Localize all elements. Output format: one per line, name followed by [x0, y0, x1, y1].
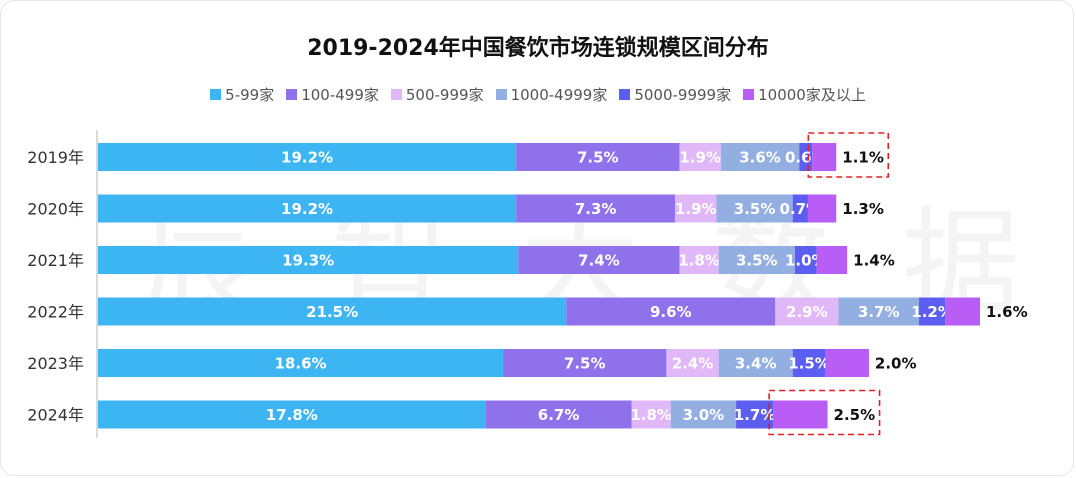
bar-segment: [485, 400, 632, 429]
bar-segment: [98, 143, 517, 171]
legend-swatch: [743, 89, 755, 100]
data-label: 2.4%: [672, 355, 714, 373]
bar-segment: [792, 194, 808, 223]
highlight-box: [807, 132, 890, 178]
data-label: 3.7%: [858, 303, 900, 321]
data-label: 3.5%: [734, 200, 776, 218]
bar-segment: [566, 297, 776, 326]
data-label: 1.1%: [842, 149, 884, 167]
data-label: 3.0%: [683, 406, 725, 424]
legend-label: 5-99家: [225, 86, 275, 104]
bar-segment: [98, 297, 567, 326]
data-label: 1.6%: [986, 303, 1028, 321]
category-label: 2021年: [27, 251, 84, 270]
data-label: 1.0%: [785, 252, 827, 270]
bar-segment: [516, 194, 676, 223]
data-label: 1.9%: [679, 149, 721, 167]
category-label: 2019年: [27, 148, 84, 167]
data-label: 2.9%: [786, 303, 828, 321]
legend-item: 5000-9999家: [619, 84, 731, 105]
legend-swatch: [210, 89, 222, 100]
bar-segment: [816, 246, 848, 274]
bar-segment: [666, 349, 719, 377]
bar-segment: [718, 349, 793, 377]
data-label: 1.4%: [853, 252, 895, 270]
legend-label: 1000-4999家: [510, 86, 608, 104]
data-label: 2.0%: [875, 355, 917, 373]
data-label: 3.4%: [735, 355, 777, 373]
data-label: 2.5%: [834, 406, 876, 424]
data-label: 9.6%: [650, 303, 692, 321]
legend-item: 10000家及以上: [743, 84, 866, 105]
category-label: 2023年: [27, 354, 84, 373]
bar-segment: [945, 297, 980, 326]
data-label: 1.5%: [788, 355, 830, 373]
bar-segment: [718, 246, 795, 274]
bar-segment: [503, 349, 667, 377]
data-label: 21.5%: [306, 303, 358, 321]
bar-segment: [98, 400, 486, 429]
bar-segment: [792, 349, 826, 377]
category-label: 2024年: [27, 406, 84, 425]
data-label: 7.3%: [575, 200, 617, 218]
bar-segment: [98, 349, 504, 377]
legend-item: 1000-4999家: [495, 84, 608, 105]
data-label: 6.7%: [538, 406, 580, 424]
legend-item: 500-999家: [390, 84, 484, 105]
data-label: 7.5%: [577, 149, 619, 167]
data-label: 1.9%: [675, 200, 717, 218]
bar-segment: [670, 400, 737, 429]
highlight-box: [768, 389, 881, 436]
data-label: 19.2%: [281, 149, 333, 167]
bar-segment: [812, 143, 837, 171]
bar-segment: [98, 194, 517, 223]
data-label: 1.8%: [678, 252, 720, 270]
legend-label: 5000-9999家: [634, 86, 732, 104]
legend-label: 10000家及以上: [758, 86, 866, 104]
legend-item: 5-99家: [210, 84, 274, 105]
bar-segment: [775, 297, 839, 326]
bar-segment: [919, 297, 946, 326]
legend-item: 100-499家: [286, 84, 379, 105]
bar-segment: [838, 297, 920, 326]
bar-segment: [516, 143, 680, 171]
bar-segment: [720, 143, 800, 171]
bar-segment: [679, 143, 721, 171]
data-label: 19.3%: [282, 252, 334, 270]
chart-title: 2019-2024年中国餐饮市场连锁规模区间分布: [307, 36, 769, 61]
data-label: 18.6%: [275, 355, 327, 373]
bar-segment: [794, 246, 817, 274]
legend-swatch: [286, 89, 298, 100]
bar-segment: [518, 246, 680, 274]
data-label: 1.7%: [734, 406, 776, 424]
data-label: 7.5%: [564, 355, 606, 373]
chart-legend: 5-99家 100-499家 500-999家 1000-4999家 5000-9999…: [0, 84, 1076, 105]
data-label: 1.3%: [842, 200, 884, 218]
legend-swatch: [390, 89, 402, 100]
bar-segment: [98, 246, 519, 274]
bar-segment: [675, 194, 717, 223]
bar-segment: [679, 246, 719, 274]
category-label: 2022年: [27, 303, 84, 322]
legend-swatch: [619, 89, 631, 100]
legend-label: 100-499家: [301, 86, 379, 104]
bar-segment: [716, 194, 793, 223]
legend-swatch: [495, 89, 507, 100]
bar-segment: [825, 349, 869, 377]
data-label: 3.5%: [736, 252, 778, 270]
data-label: 1.8%: [630, 406, 672, 424]
bar-segment: [631, 400, 671, 429]
category-label: 2020年: [27, 200, 84, 219]
bar-segment: [773, 400, 828, 429]
data-label: 7.4%: [578, 252, 620, 270]
bar-segment: [736, 400, 774, 429]
data-label: 3.6%: [739, 149, 781, 167]
data-label: 1.2%: [911, 303, 953, 321]
legend-label: 500-999家: [405, 86, 484, 104]
bar-segment: [807, 194, 837, 223]
data-label: 17.8%: [266, 406, 318, 424]
data-label: 19.2%: [281, 200, 333, 218]
